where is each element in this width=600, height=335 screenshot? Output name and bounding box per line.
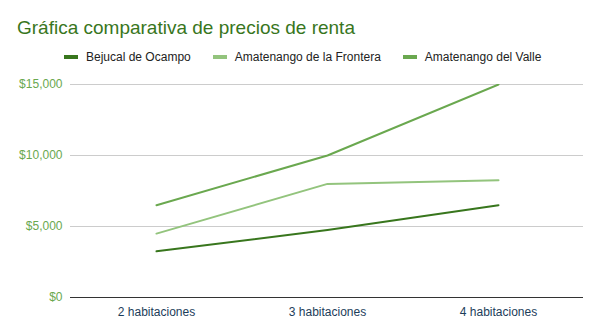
svg-text:$15,000: $15,000: [19, 77, 63, 91]
html-text:Amatenango del Valle: Amatenango del Valle: [424, 50, 542, 64]
html-text:Amatenango de la Frontera: Amatenango de la Frontera: [234, 50, 381, 64]
html-text:Gráfica comparativa de precios: Gráfica comparativa de precios de renta: [17, 17, 355, 38]
svg-text:$10,000: $10,000: [19, 148, 63, 162]
svg-text:2 habitaciones: 2 habitaciones: [118, 305, 195, 319]
html-text:Bejucal de Ocampo: Bejucal de Ocampo: [86, 50, 191, 64]
svg-text:$0: $0: [49, 290, 63, 304]
svg-text:3 habitaciones: 3 habitaciones: [289, 305, 366, 319]
svg-text:4 habitaciones: 4 habitaciones: [460, 305, 537, 319]
svg-text:$5,000: $5,000: [26, 219, 63, 233]
